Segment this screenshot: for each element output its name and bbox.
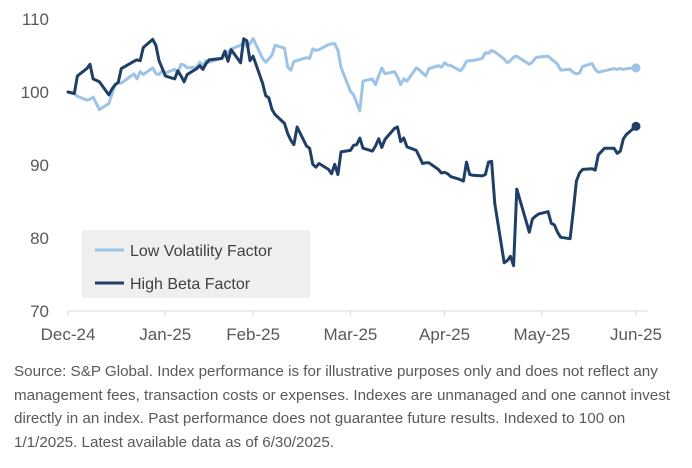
series-end-marker <box>631 63 641 73</box>
y-tick-label: 70 <box>30 302 49 321</box>
plot-series <box>66 37 641 268</box>
y-tick-label: 100 <box>21 83 49 102</box>
legend: Low Volatility Factor High Beta Factor <box>82 230 310 298</box>
x-tick-label: Dec-24 <box>41 325 96 344</box>
x-tick-label: Feb-25 <box>226 325 280 344</box>
series-end-marker <box>631 121 641 131</box>
x-tick-label: Apr-25 <box>419 325 470 344</box>
legend-label-high-beta: High Beta Factor <box>130 276 251 293</box>
x-tick-label: May-25 <box>514 325 571 344</box>
legend-label-low-volatility: Low Volatility Factor <box>130 243 273 260</box>
x-tick-label: Jan-25 <box>139 325 191 344</box>
y-tick-label: 80 <box>30 229 49 248</box>
x-tick-label: Mar-25 <box>324 325 378 344</box>
series-line-low-volatility <box>66 37 638 113</box>
source-note: Source: S&P Global. Index performance is… <box>14 363 671 451</box>
x-tick-label: Jun-25 <box>610 325 662 344</box>
y-axis: 70 80 90 100 110 <box>21 10 49 321</box>
y-tick-label: 110 <box>22 10 49 29</box>
x-axis: Dec-24 Jan-25 Feb-25 Mar-25 Apr-25 May-25 Jun-… <box>41 310 662 344</box>
y-tick-label: 90 <box>30 156 49 175</box>
line-chart: 70 80 90 100 110 Dec-24 Jan-25 Feb-25 Mar-25 Apr… <box>21 10 662 344</box>
series-line-high-beta <box>66 37 638 268</box>
legend-box <box>82 230 310 298</box>
